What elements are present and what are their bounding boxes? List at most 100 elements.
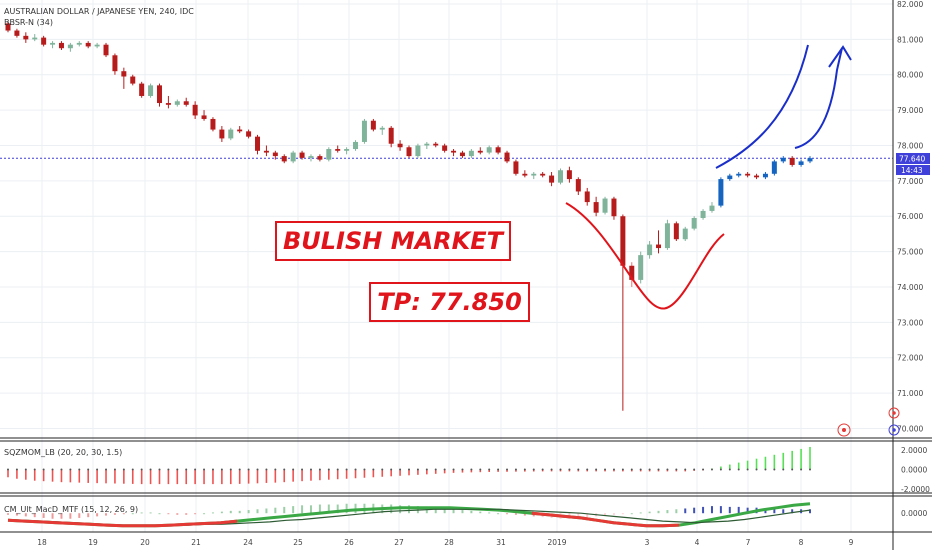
price-tick-label: 82.000 (897, 0, 923, 9)
time-tick-label: 28 (444, 538, 454, 547)
price-tick-label: 73.000 (897, 318, 923, 327)
price-tick-label: 78.000 (897, 141, 923, 150)
time-tick-label: 18 (37, 538, 47, 547)
macd-histogram-bar (497, 513, 500, 515)
macd-histogram-bar (176, 513, 179, 515)
candle-body (156, 85, 162, 104)
macd-histogram-bar (87, 513, 90, 518)
candle-body (210, 118, 216, 130)
sqzmom-dot (105, 468, 108, 471)
sqzmom-dot (283, 468, 286, 471)
sqzmom-dot (256, 468, 259, 471)
sqzmom-dot (612, 468, 615, 471)
time-tick-label: 4 (695, 538, 700, 547)
candle-body (459, 152, 465, 157)
sqzmom-dot (532, 468, 535, 471)
macd-histogram-bar (675, 509, 678, 514)
macd-histogram-bar (791, 509, 794, 514)
candle-body (682, 228, 688, 240)
sqzmom-label: SQZMOM_LB (20, 20, 30, 1.5) (4, 448, 122, 457)
candle-body (584, 191, 590, 203)
candle-body (112, 55, 118, 72)
candle-body (263, 150, 269, 153)
candle-body (602, 198, 608, 213)
macd-histogram-bar (773, 508, 776, 514)
candle-body (94, 44, 100, 47)
macd-histogram-bar (122, 513, 125, 515)
sqzmom-dot (15, 468, 18, 471)
sqzmom-dot (211, 468, 214, 471)
candle-body (566, 170, 572, 180)
macd-histogram-bar (461, 510, 464, 514)
alert-icon[interactable] (837, 423, 851, 437)
sqzmom-dot (24, 468, 27, 471)
macd-tick-label: 0.0000 (901, 509, 927, 518)
candle-body (41, 37, 47, 45)
sqzmom-dot (506, 468, 509, 471)
macd-histogram-bar (105, 513, 108, 516)
macd-histogram-bar (113, 513, 116, 515)
time-tick-label: 2019 (547, 538, 566, 547)
candle-body (228, 129, 234, 139)
sqzmom-dot (176, 468, 179, 471)
sqzmom-dot (693, 468, 696, 471)
sqzmom-dot (782, 468, 785, 471)
candle-body (353, 141, 359, 150)
macd-histogram-bar (203, 513, 206, 515)
candle-body (780, 157, 786, 162)
macd-histogram-bar (336, 504, 339, 514)
macd-histogram-bar (33, 513, 36, 518)
candle-body (219, 129, 225, 139)
candle-body (58, 42, 64, 49)
sqzmom-tick-label: 0.0000 (901, 465, 927, 474)
sqzmom-dot (372, 468, 375, 471)
candlestick-series (5, 21, 813, 411)
sqzmom-dot (78, 468, 81, 471)
sqzmom-dot (158, 468, 161, 471)
sqzmom-dot (203, 468, 206, 471)
macd-histogram-bar (782, 509, 785, 514)
sqzmom-dot (559, 468, 562, 471)
macd-histogram-bar (7, 513, 9, 515)
macd-histogram-bar (131, 513, 134, 515)
macd-histogram-bar (185, 513, 188, 515)
sqzmom-dot (247, 468, 250, 471)
candle-body (281, 156, 287, 162)
sqzmom-dot (87, 468, 90, 471)
alert-icon[interactable] (888, 424, 900, 436)
sqzmom-dot (113, 468, 116, 471)
sqzmom-dot (639, 468, 642, 471)
macd-histogram-bar (274, 507, 277, 514)
macd-histogram-bar (612, 513, 615, 515)
macd-line-bearish (7, 518, 238, 528)
sqzmom-dot (800, 468, 803, 471)
candle-body (317, 156, 323, 160)
macd-histogram-bar (737, 506, 740, 514)
candle-body (656, 244, 662, 249)
macd-histogram-bar (523, 513, 526, 516)
sqzmom-dot (301, 468, 304, 471)
macd-label: CM_Ult_MacD_MTF (15, 12, 26, 9) (4, 505, 138, 514)
price-tick-label: 77.000 (897, 177, 923, 186)
time-tick-label: 9 (849, 538, 854, 547)
sqzmom-dot (345, 468, 348, 471)
macd-histogram-bar (719, 506, 722, 514)
macd-histogram-bar (42, 513, 45, 518)
sqzmom-dot (488, 468, 491, 471)
macd-histogram-bar (577, 513, 580, 518)
time-tick-label: 25 (293, 538, 303, 547)
sqzmom-dot (684, 468, 687, 471)
sqzmom-dot (746, 468, 749, 471)
time-tick-label: 3 (645, 538, 650, 547)
candle-body (620, 216, 626, 266)
candle-body (504, 152, 510, 162)
candle-body (121, 71, 127, 77)
sqzmom-dot (149, 468, 152, 471)
sqzmom-dot (309, 468, 312, 471)
candle-body (673, 223, 679, 240)
price-axis: 82.000 81.000 80.000 79.000 78.000 77.000 76.0… (897, 0, 930, 518)
sqzmom-dot (809, 468, 811, 471)
sqzmom-dot (131, 468, 134, 471)
sqzmom-dot (274, 468, 277, 471)
alert-icon[interactable] (888, 407, 900, 419)
